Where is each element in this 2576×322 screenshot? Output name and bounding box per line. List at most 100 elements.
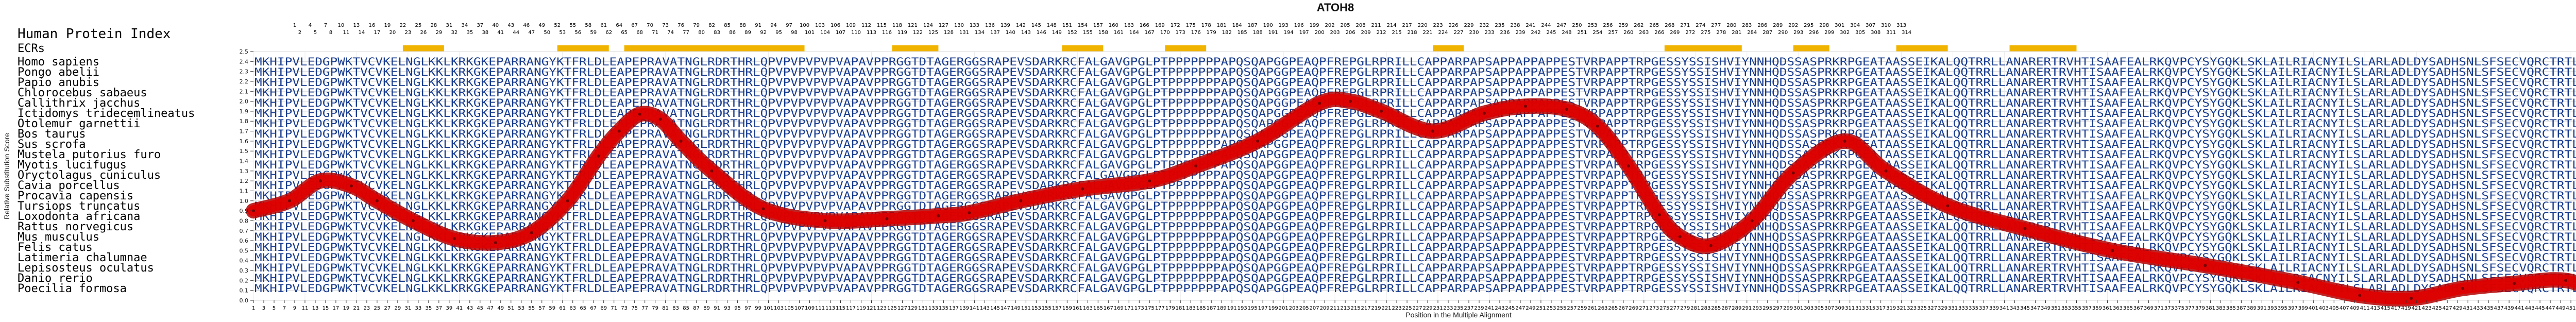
curve-point [617, 129, 621, 133]
y-tick-label: 2.2 [240, 78, 249, 85]
sequence-row: MKHIPVLEDGPWKTVCVKELNGLKKLKRKGKEPARRANGY… [255, 221, 2576, 233]
curve-point [375, 199, 379, 202]
x-tick-label: 303 [1804, 306, 1814, 311]
chart-title: ATOH8 [1317, 1, 1354, 14]
x-tick-label: 211 [1330, 306, 1340, 311]
x-tick-label: 71 [611, 306, 617, 311]
x-tick-label: 51 [507, 306, 514, 311]
human-index-label: 221 [1422, 30, 1432, 36]
curve-point [968, 211, 971, 214]
human-index-label: 251 [1577, 30, 1587, 36]
human-index-label: 25 [415, 23, 421, 28]
x-tick-label: 389 [2247, 306, 2257, 311]
human-index-label: 169 [1155, 23, 1165, 28]
species-label: Poecilia formosa [18, 282, 127, 295]
sequence-row: MKHIPVLEDGPWKTVCVKELNGLKKLKRKGKEPARRANGY… [255, 282, 2576, 295]
human-index-label: 77 [683, 30, 689, 36]
human-index-label: 152 [1067, 30, 1077, 36]
human-index-label: 101 [805, 30, 815, 36]
x-tick-label: 269 [1629, 306, 1638, 311]
y-tick-label: 0.9 [240, 208, 249, 214]
human-index-label: 62 [605, 30, 612, 36]
human-index-label: 133 [970, 23, 979, 28]
x-tick-label: 351 [2051, 306, 2061, 311]
x-tick-label: 307 [1824, 306, 1834, 311]
human-index-label: 250 [1572, 23, 1582, 28]
x-tick-label: 369 [2144, 306, 2154, 311]
human-index-label: 32 [451, 30, 457, 36]
x-tick-label: 433 [2473, 306, 2483, 311]
species-label: Loxodonta africana [18, 210, 140, 223]
human-index-label: 86 [729, 30, 736, 36]
human-index-label: 217 [1402, 23, 1412, 28]
x-tick-label: 49 [497, 306, 504, 311]
human-index-label: 56 [574, 30, 581, 36]
x-tick-label: 373 [2164, 306, 2174, 311]
human-index-label: 304 [1850, 23, 1860, 28]
x-tick-label: 371 [2154, 306, 2164, 311]
curve-point [1657, 213, 1661, 216]
human-index-label: 188 [1253, 30, 1263, 36]
x-tick-label: 1 [252, 306, 255, 311]
human-index-label: 241 [1526, 23, 1535, 28]
human-index-row-even: 2 5 8 11 14 17 20 23 26 29 32 35 38 41 44 47 50 53 56 59 62 6… [298, 30, 1911, 36]
human-index-label: 272 [1685, 30, 1695, 36]
x-tick-label: 217 [1361, 306, 1371, 311]
human-index-label: 65 [621, 30, 628, 36]
human-index-label: 104 [820, 30, 830, 36]
human-index-label: 269 [1670, 30, 1680, 36]
human-index-label: 58 [585, 23, 591, 28]
human-index-label: 278 [1716, 30, 1726, 36]
curve-point [287, 199, 291, 202]
species-label: Rattus norvegicus [18, 221, 133, 233]
human-index-label: 223 [1433, 23, 1443, 28]
human-index-label: 79 [693, 23, 700, 28]
human-index-label: 103 [815, 23, 825, 28]
y-tick-label: 0.0 [240, 297, 249, 304]
human-index-label: 197 [1299, 30, 1309, 36]
x-tick-label: 429 [2453, 306, 2463, 311]
curve-point [318, 179, 322, 183]
x-tick-label: 299 [1783, 306, 1793, 311]
human-index-label: 305 [1855, 30, 1865, 36]
x-tick-label: 165 [1093, 306, 1103, 311]
human-index-label: 220 [1417, 23, 1427, 28]
human-index-label: 70 [647, 23, 653, 28]
human-index-label: 175 [1186, 23, 1196, 28]
human-index-label: 302 [1840, 30, 1850, 36]
human-index-label: 155 [1083, 30, 1093, 36]
human-index-label: 193 [1279, 23, 1289, 28]
species-label: Tursiops truncatus [18, 200, 140, 213]
x-tick-label: 91 [714, 306, 720, 311]
x-tick-label: 197 [1258, 306, 1268, 311]
x-tick-label: 97 [744, 306, 751, 311]
human-index-label: 203 [1330, 30, 1340, 36]
human-index-label: 116 [882, 30, 892, 36]
x-tick-label: 309 [1835, 306, 1844, 311]
human-index-label: 14 [359, 30, 365, 36]
x-tick-label: 155 [1042, 306, 1052, 311]
y-tick-label: 1.4 [240, 158, 249, 165]
human-index-label: 125 [928, 30, 938, 36]
y-tick-label: 0.5 [240, 247, 249, 254]
x-tick-label: 63 [569, 306, 576, 311]
ecr-bar [1433, 45, 1464, 52]
human-index-label: 161 [1114, 30, 1124, 36]
x-tick-label: 321 [1896, 306, 1906, 311]
human-index-label: 49 [538, 23, 545, 28]
curve-point [1565, 108, 1568, 111]
x-tick-label: 315 [1866, 306, 1875, 311]
x-tick-label: 431 [2463, 306, 2473, 311]
x-tick-label: 381 [2206, 306, 2215, 311]
x-tick-label: 347 [2030, 306, 2040, 311]
human-index-label: 178 [1201, 23, 1211, 28]
species-label: Bos taurus [18, 128, 86, 141]
x-tick-label: 19 [343, 306, 350, 311]
human-index-label: 167 [1145, 30, 1155, 36]
human-index-label: 124 [923, 23, 933, 28]
human-index-label: 266 [1654, 30, 1664, 36]
human-index-label: 292 [1788, 23, 1798, 28]
y-tick-label: 1.8 [240, 118, 249, 125]
curve-point [1318, 101, 1321, 105]
y-tick-label: 0.4 [240, 258, 249, 264]
